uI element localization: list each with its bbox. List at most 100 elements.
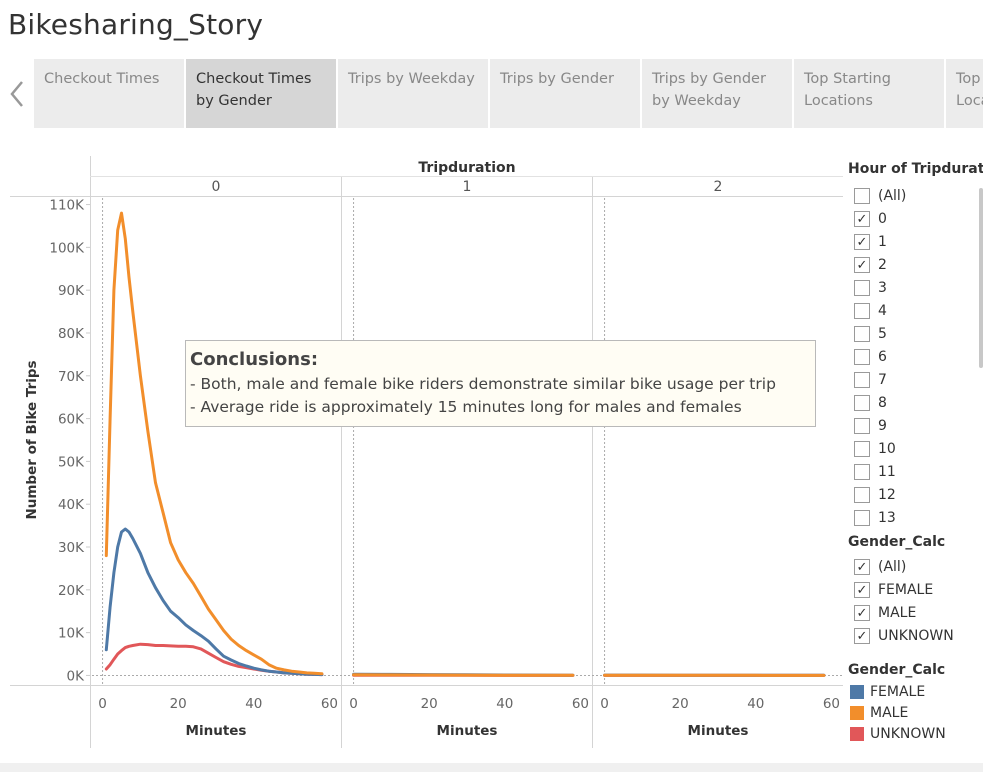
x-tick-label: 20 xyxy=(421,696,438,712)
y-tick-label: 30K xyxy=(58,540,85,556)
gender-filter-option[interactable]: ✓ MALE xyxy=(854,602,916,624)
filter-clip-mask xyxy=(845,526,979,531)
panel-header-label: 2 xyxy=(714,179,723,195)
checkbox-unchecked-icon[interactable] xyxy=(854,372,870,388)
x-tick-label: 0 xyxy=(349,696,358,712)
y-tick-label: 40K xyxy=(58,497,85,513)
hour-filter-option[interactable]: 12 xyxy=(854,484,896,506)
previous-story-point-button[interactable] xyxy=(4,74,30,114)
filter-option-label: 12 xyxy=(878,487,896,503)
checkbox-unchecked-icon[interactable] xyxy=(854,188,870,204)
tab-checkout-times-by-gender[interactable]: Checkout Times by Gender xyxy=(186,59,336,128)
legend-swatch xyxy=(850,706,864,720)
series-line-male xyxy=(352,673,575,677)
checkbox-checked-icon[interactable]: ✓ xyxy=(854,211,870,227)
legend-swatch xyxy=(850,685,864,699)
panel-header-label: 1 xyxy=(463,179,472,195)
series-line-male xyxy=(104,211,324,676)
legend-label: UNKNOWN xyxy=(870,726,946,742)
filter-option-label: 9 xyxy=(878,418,887,434)
x-tick-label: 0 xyxy=(98,696,107,712)
x-tick-label: 60 xyxy=(321,696,338,712)
legend-swatch xyxy=(850,727,864,741)
column-header-label: Tripduration xyxy=(418,160,515,176)
checkbox-checked-icon[interactable]: ✓ xyxy=(854,582,870,598)
hour-filter-option[interactable]: 13 xyxy=(854,507,896,529)
checkbox-unchecked-icon[interactable] xyxy=(854,395,870,411)
conclusions-annotation: Conclusions: - Both, male and female bik… xyxy=(185,340,816,427)
hour-filter-option[interactable]: 3 xyxy=(854,277,887,299)
checkbox-unchecked-icon[interactable] xyxy=(854,441,870,457)
bottom-bar xyxy=(0,763,983,772)
checkbox-checked-icon[interactable]: ✓ xyxy=(854,234,870,250)
checkbox-unchecked-icon[interactable] xyxy=(854,510,870,526)
legend-item: MALE xyxy=(850,703,908,723)
hour-filter-option[interactable]: 8 xyxy=(854,392,887,414)
y-tick-label: 110K xyxy=(49,198,85,214)
filter-option-label: MALE xyxy=(878,605,917,621)
x-tick-label: 40 xyxy=(747,696,764,712)
checkbox-checked-icon[interactable]: ✓ xyxy=(854,257,870,273)
y-tick-label: 100K xyxy=(49,240,85,256)
checkbox-checked-icon[interactable]: ✓ xyxy=(854,605,870,621)
x-axis-title: Minutes xyxy=(688,723,749,739)
hour-filter-option[interactable]: 10 xyxy=(854,438,896,460)
tab-top-starting-locations-2[interactable]: Top Starting Locations xyxy=(946,59,983,128)
y-tick-label: 60K xyxy=(58,412,85,428)
hour-filter-option[interactable]: (All) xyxy=(854,185,906,207)
hour-filter-option[interactable]: ✓ 0 xyxy=(854,208,887,230)
tab-trips-by-weekday[interactable]: Trips by Weekday xyxy=(338,59,488,128)
hour-filter-option[interactable]: 6 xyxy=(854,346,887,368)
conclusion-line: - Average ride is approximately 15 minut… xyxy=(190,398,742,416)
hour-filter-option[interactable]: 7 xyxy=(854,369,887,391)
hour-filter-option[interactable]: ✓ 1 xyxy=(854,231,887,253)
x-axis-title: Minutes xyxy=(186,723,247,739)
checkbox-unchecked-icon[interactable] xyxy=(854,487,870,503)
y-tick-label: 10K xyxy=(58,626,85,642)
filter-option-label: UNKNOWN xyxy=(878,628,954,644)
y-tick-label: 90K xyxy=(58,283,85,299)
checkbox-unchecked-icon[interactable] xyxy=(854,326,870,342)
y-tick-label: 20K xyxy=(58,583,85,599)
checkbox-unchecked-icon[interactable] xyxy=(854,464,870,480)
gender-filter-option[interactable]: ✓ (All) xyxy=(854,556,906,578)
checkbox-unchecked-icon[interactable] xyxy=(854,303,870,319)
y-tick-label: 0K xyxy=(67,668,86,684)
x-tick-label: 0 xyxy=(600,696,609,712)
gender-filter-option[interactable]: ✓ FEMALE xyxy=(854,579,933,601)
checkbox-checked-icon[interactable]: ✓ xyxy=(854,559,870,575)
tab-top-starting-locations[interactable]: Top Starting Locations xyxy=(794,59,944,128)
legend-title: Gender_Calc xyxy=(848,662,946,678)
hour-filter-option[interactable]: 9 xyxy=(854,415,887,437)
filter-option-label: 8 xyxy=(878,395,887,411)
filter-option-label: 6 xyxy=(878,349,887,365)
filter-option-label: 3 xyxy=(878,280,887,296)
filter-option-label: FEMALE xyxy=(878,582,934,598)
conclusion-line: - Both, male and female bike riders demo… xyxy=(190,375,776,393)
checkbox-unchecked-icon[interactable] xyxy=(854,349,870,365)
filter-option-label: (All) xyxy=(878,188,907,204)
x-tick-label: 20 xyxy=(672,696,689,712)
filter-option-label: 2 xyxy=(878,257,887,273)
checkbox-checked-icon[interactable]: ✓ xyxy=(854,628,870,644)
story-tabs: Checkout Times Checkout Times by Gender … xyxy=(34,59,983,128)
story-title: Bikesharing_Story xyxy=(8,8,264,41)
hour-filter-option[interactable]: 11 xyxy=(854,461,896,483)
x-tick-label: 20 xyxy=(170,696,187,712)
tab-trips-by-gender[interactable]: Trips by Gender xyxy=(490,59,640,128)
checkbox-unchecked-icon[interactable] xyxy=(854,418,870,434)
hour-filter-option[interactable]: 5 xyxy=(854,323,887,345)
gender-filter-option[interactable]: ✓ UNKNOWN xyxy=(854,625,954,647)
filter-scrollbar[interactable] xyxy=(979,188,983,368)
hour-filter-option[interactable]: 4 xyxy=(854,300,887,322)
filter-option-label: (All) xyxy=(878,559,907,575)
y-tick-label: 80K xyxy=(58,326,85,342)
hour-filter-option[interactable]: ✓ 2 xyxy=(854,254,887,276)
x-tick-label: 60 xyxy=(572,696,589,712)
x-tick-label: 40 xyxy=(496,696,513,712)
tab-checkout-times[interactable]: Checkout Times xyxy=(34,59,184,128)
tab-trips-by-gender-by-weekday[interactable]: Trips by Gender by Weekday xyxy=(642,59,792,128)
checkbox-unchecked-icon[interactable] xyxy=(854,280,870,296)
y-tick-label: 70K xyxy=(58,369,85,385)
